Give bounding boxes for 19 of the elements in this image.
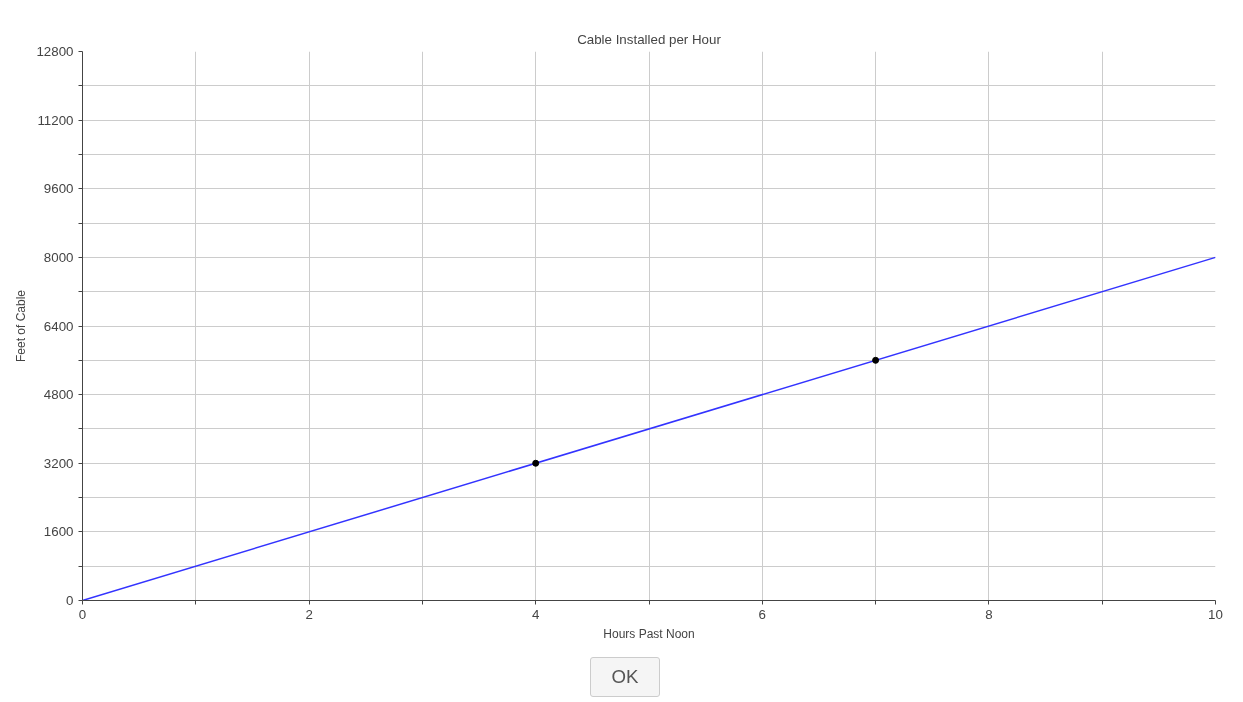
x-tick-label: 0 <box>78 606 87 622</box>
chart-title: Cable Installed per Hour <box>577 31 722 47</box>
y-tick-label: 3200 <box>43 455 74 471</box>
x-tick-label: 4 <box>531 606 540 622</box>
x-tick-label: 10 <box>1208 606 1223 622</box>
x-tick-label: 8 <box>985 606 993 622</box>
y-tick-label: 1600 <box>43 524 74 540</box>
y-tick-label: 8000 <box>43 249 74 265</box>
y-tick-label: 11200 <box>37 112 74 128</box>
y-tick-label: 9600 <box>43 181 74 197</box>
x-tick-label: 6 <box>758 606 767 622</box>
y-tick-label: 6400 <box>43 318 74 334</box>
y-tick-label: 4800 <box>43 387 74 403</box>
x-axis-title: Hours Past Noon <box>603 626 695 641</box>
text: OK <box>611 665 639 689</box>
x-tick-label: 2 <box>305 606 313 622</box>
y-axis-title: Feet of Cable <box>14 289 29 363</box>
y-tick-label: 12800 <box>36 44 74 59</box>
y-tick-label: 0 <box>66 593 74 608</box>
